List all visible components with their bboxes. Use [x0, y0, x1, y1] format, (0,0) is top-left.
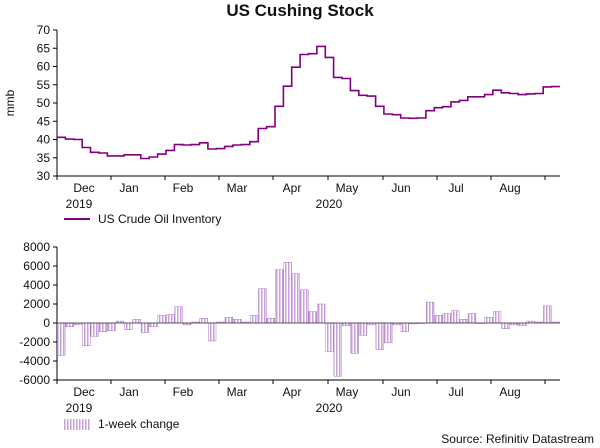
change-bar — [166, 314, 175, 324]
change-bar — [207, 322, 217, 342]
x-tick-label: May — [336, 181, 359, 195]
change-bar — [358, 322, 368, 336]
change-bar — [308, 311, 317, 324]
change-bar — [90, 322, 99, 337]
y-tick-label: -6000 — [19, 373, 50, 387]
change-bar — [233, 318, 242, 324]
change-bar — [451, 310, 460, 324]
change-bar — [484, 317, 493, 324]
change-bar — [325, 322, 334, 352]
change-bar — [266, 318, 275, 324]
change-bar — [283, 262, 292, 324]
change-bar — [157, 315, 166, 324]
change-bar — [132, 318, 141, 324]
y-tick-label: 4000 — [23, 278, 50, 292]
y-tick-label: 45 — [37, 114, 51, 128]
line-legend-swatch — [64, 218, 90, 220]
chart-title: US Cushing Stock — [226, 1, 374, 20]
x-tick-label: Jul — [448, 181, 463, 195]
y-tick-label: 60 — [37, 60, 51, 74]
x-tick-label: Jun — [391, 385, 410, 399]
change-bar — [300, 289, 309, 324]
change-bar — [350, 322, 359, 354]
change-bar — [342, 322, 351, 326]
change-bar — [258, 288, 267, 324]
y-tick-label: 6000 — [23, 259, 50, 273]
y-tick-label: 65 — [37, 41, 51, 55]
inventory-legend: US Crude Oil Inventory — [64, 212, 221, 226]
change-bar — [426, 301, 435, 324]
change-bar — [174, 306, 183, 324]
y-tick-label: 2000 — [23, 297, 50, 311]
weekly-change-bar-chart: -6000 -4000 -2000 0 2000 4000 6000 8000 Dec Jan Fe… — [19, 240, 560, 415]
change-bar — [400, 322, 410, 332]
x-tick-label: Dec — [73, 385, 94, 399]
y-tick-label: 8000 — [23, 240, 50, 254]
change-bar — [375, 322, 384, 350]
change-bar — [459, 318, 468, 324]
year-label: 2019 — [66, 401, 93, 415]
change-bar — [82, 322, 91, 346]
y-tick-label: 0 — [43, 316, 50, 330]
x-tick-label: Jan — [119, 181, 138, 195]
source-note: Source: Refinitiv Datastream — [441, 432, 594, 446]
change-bar — [434, 315, 443, 324]
change-bar — [333, 322, 342, 377]
x-tick-label: May — [336, 385, 359, 399]
change-bar — [275, 269, 284, 324]
y-tick-label: -4000 — [19, 354, 50, 368]
x-tick-label: Jun — [391, 181, 410, 195]
change-bar — [543, 305, 552, 324]
x-tick-label: Aug — [499, 181, 520, 195]
x-tick-label: Jul — [448, 385, 463, 399]
x-tick-label: Feb — [173, 181, 194, 195]
change-bar — [140, 322, 150, 333]
y-tick-label: 40 — [37, 133, 51, 147]
x-tick-label: Dec — [73, 181, 94, 195]
change-bar — [149, 322, 158, 327]
y-tick-label: 35 — [37, 151, 51, 165]
change-bar — [57, 322, 66, 356]
bar-legend-swatch — [64, 418, 90, 430]
change-bar — [65, 322, 74, 327]
change-bar — [199, 318, 208, 324]
x-tick-label: Apr — [283, 181, 302, 195]
x-tick-label: Aug — [499, 385, 520, 399]
line-legend-label: US Crude Oil Inventory — [98, 212, 222, 226]
y-tick-label: 55 — [37, 78, 51, 92]
change-bar — [124, 322, 133, 330]
change-bar — [107, 322, 116, 331]
bar-legend-label: 1-week change — [98, 417, 180, 431]
inventory-line-chart: 30 35 40 45 50 55 60 65 70 mmb Dec Jan Feb Mar Apr May J… — [3, 23, 560, 211]
change-bar — [384, 322, 393, 344]
change-bar — [501, 322, 510, 329]
year-label: 2020 — [316, 401, 343, 415]
y-tick-label: 30 — [37, 169, 51, 183]
change-bar — [98, 322, 108, 332]
x-tick-label: Mar — [227, 385, 248, 399]
inventory-series-line — [57, 45, 560, 160]
x-tick-label: Apr — [283, 385, 302, 399]
x-tick-label: Jan — [119, 385, 138, 399]
year-label: 2020 — [316, 197, 343, 211]
change-bar — [467, 313, 477, 324]
change-bar — [493, 311, 502, 324]
y-tick-label: 70 — [37, 23, 51, 37]
bar-legend: 1-week change — [64, 417, 179, 431]
year-label: 2019 — [66, 197, 93, 211]
change-bar — [518, 322, 527, 326]
change-bar — [249, 315, 259, 324]
change-bar — [442, 313, 451, 324]
y-axis-label: mmb — [3, 89, 17, 116]
y-tick-label: 50 — [37, 96, 51, 110]
y-tick-label: -2000 — [19, 335, 50, 349]
x-tick-label: Mar — [227, 181, 248, 195]
change-bar — [291, 273, 301, 324]
change-bar — [317, 303, 326, 324]
x-tick-label: Feb — [173, 385, 194, 399]
change-bar — [224, 317, 234, 324]
